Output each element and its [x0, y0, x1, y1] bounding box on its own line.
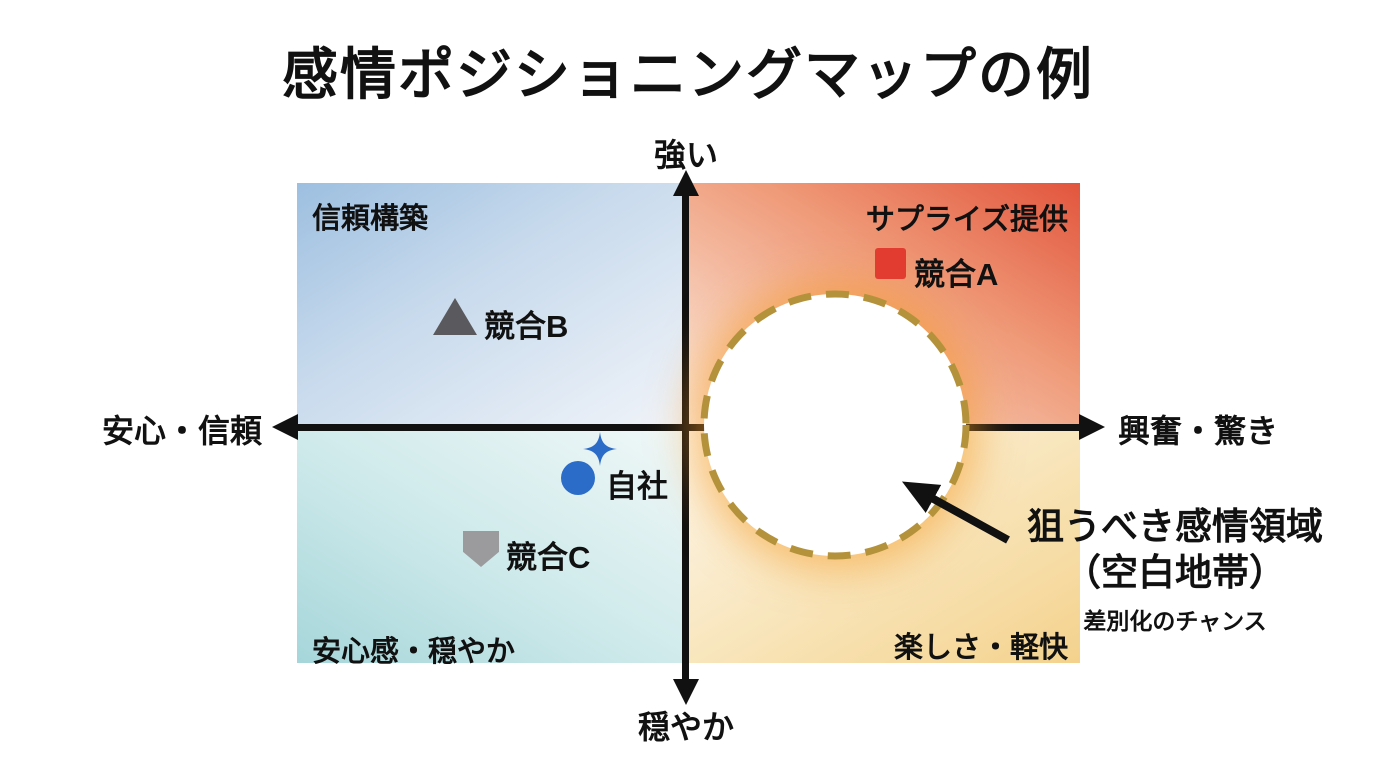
- annotation-sublabel: 差別化のチャンス: [1083, 608, 1267, 634]
- sparkle-icon: [583, 432, 617, 466]
- axis-label-bottom: 穏やか: [637, 709, 735, 745]
- quadrant-top-left-bg: [297, 183, 686, 427]
- target-zone-annotation: 狙うべき感情領域 （空白地帯） 差別化のチャンス: [985, 504, 1365, 636]
- arrowhead-left-icon: [272, 414, 298, 440]
- point-label-competitor-a: 競合A: [914, 257, 999, 292]
- quadrant-label-bottom-left: 安心感・穏やか: [312, 636, 516, 668]
- page-title: 感情ポジショニングマップの例: [282, 43, 1094, 106]
- marker-own-company-circle: [561, 461, 595, 495]
- axis-label-right: 興奮・驚き: [1118, 413, 1279, 449]
- point-label-competitor-b: 競合B: [484, 309, 569, 344]
- point-label-competitor-c: 競合C: [506, 540, 591, 575]
- horizontal-axis-line: [294, 424, 1082, 431]
- marker-competitor-b-triangle: [433, 298, 477, 335]
- marker-competitor-a-square: [875, 248, 906, 279]
- quadrant-label-top-right: サプライズ提供: [865, 204, 1068, 236]
- annotation-line1: 狙うべき感情領域: [1027, 506, 1323, 547]
- quadrant-label-bottom-right: 楽しさ・軽快: [893, 632, 1068, 664]
- arrowhead-down-icon: [673, 679, 699, 705]
- target-zone-dashed-circle: [700, 290, 970, 560]
- annotation-line2: （空白地帯）: [1064, 552, 1286, 593]
- arrowhead-right-icon: [1079, 414, 1105, 440]
- vertical-axis-line: [682, 192, 689, 682]
- axis-label-top: 強い: [653, 137, 719, 173]
- annotation-arrow-icon: [901, 481, 1010, 544]
- point-label-own-company: 自社: [606, 469, 668, 504]
- axis-label-left: 安心・信頼: [101, 413, 262, 449]
- arrowhead-up-icon: [673, 170, 699, 196]
- quadrant-label-top-left: 信頼構築: [312, 203, 429, 235]
